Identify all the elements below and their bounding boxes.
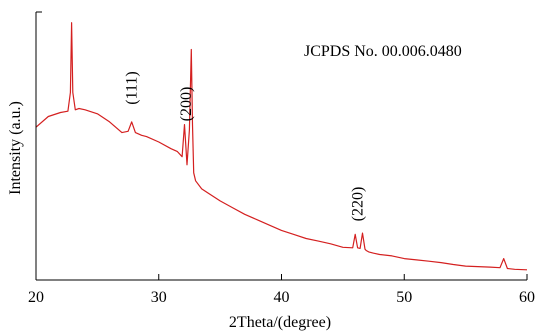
y-axis-title: Intensity (a.u.) bbox=[7, 101, 24, 195]
jcpds-annotation: JCPDS No. 00.006.0480 bbox=[304, 43, 462, 60]
x-tick-label: 60 bbox=[519, 289, 535, 306]
x-ticks: 20 30 40 50 60 bbox=[28, 274, 535, 306]
x-axis-title: 2Theta/(degree) bbox=[229, 314, 331, 331]
peak-label-200: (200) bbox=[178, 87, 195, 122]
x-tick-label: 40 bbox=[274, 289, 290, 306]
peak-label-111: (111) bbox=[124, 71, 141, 104]
x-tick-label: 30 bbox=[151, 289, 167, 306]
series-line-group bbox=[35, 22, 528, 271]
x-tick-label: 50 bbox=[396, 289, 412, 306]
peak-label-220: (220) bbox=[350, 187, 367, 222]
x-tick-label: 20 bbox=[28, 289, 44, 306]
series-line-0 bbox=[35, 22, 528, 271]
